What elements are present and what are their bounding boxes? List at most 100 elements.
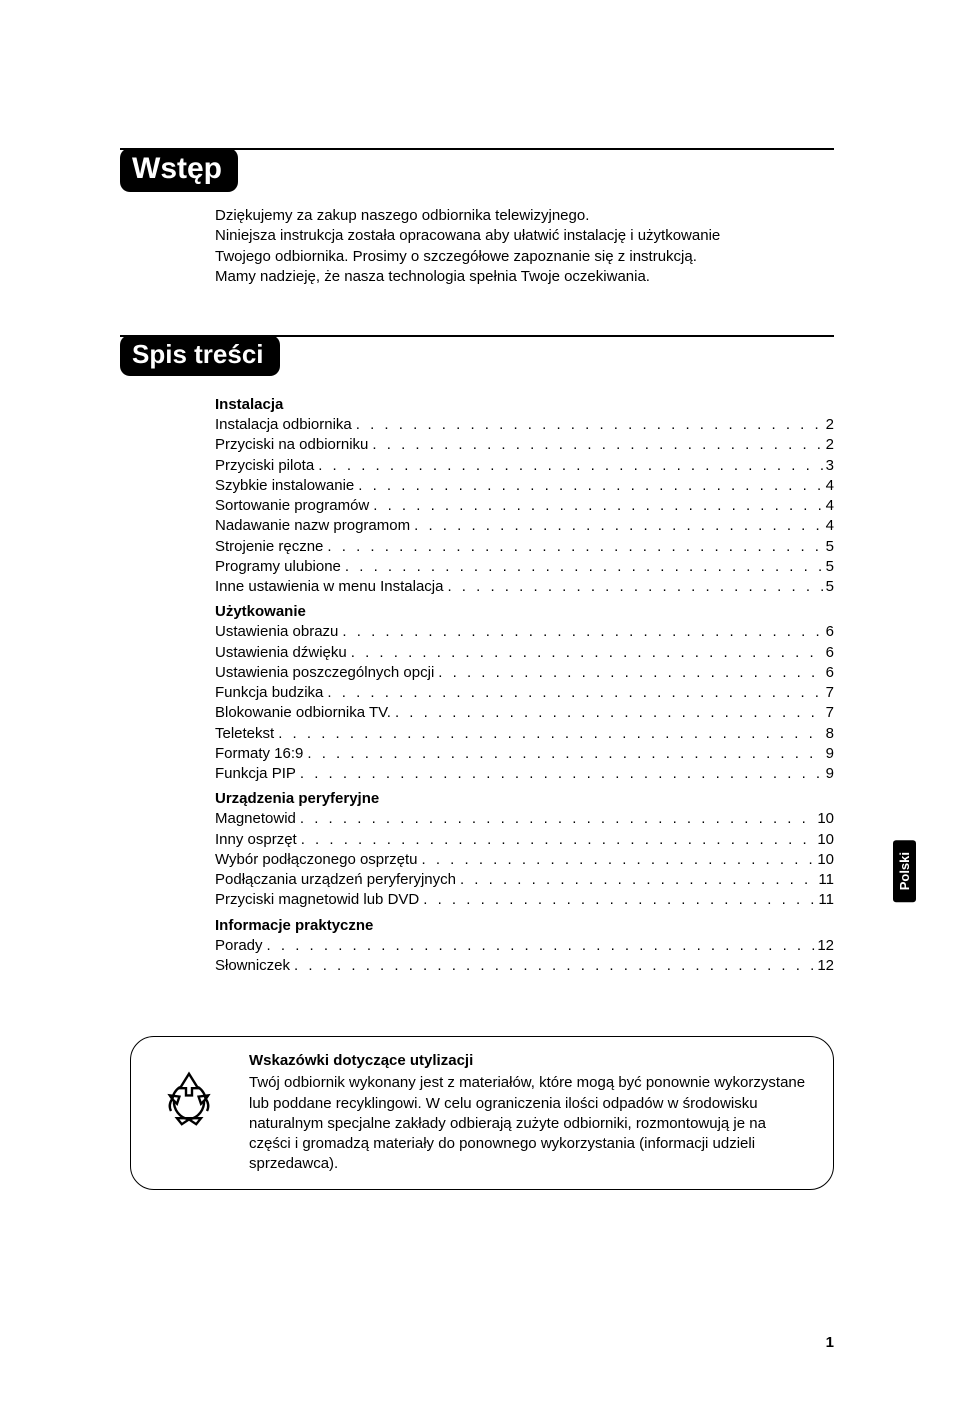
intro-line: Niniejsza instrukcja została opracowana … — [215, 226, 834, 246]
toc-dots — [345, 557, 824, 577]
toc-page: 5 — [824, 577, 834, 597]
toc-page: 10 — [815, 830, 834, 850]
toc-row: Przyciski magnetowid lub DVD 11 — [215, 890, 834, 910]
toc-page: 4 — [824, 496, 834, 516]
toc-dots — [301, 830, 816, 850]
toc-row: Nadawanie nazw programom 4 — [215, 516, 834, 536]
toc-row: Formaty 16:99 — [215, 744, 834, 764]
toc-row: Funkcja PIP 9 — [215, 764, 834, 784]
intro-line: Mamy nadzieję, że nasza technologia speł… — [215, 267, 834, 287]
toc-dots — [327, 537, 823, 557]
toc-row: Ustawienia obrazu 6 — [215, 622, 834, 642]
toc-label: Programy ulubione — [215, 557, 345, 577]
toc-dots — [372, 435, 823, 455]
toc-page: 6 — [824, 663, 834, 683]
callout-body: Twój odbiornik wykonany jest z materiałó… — [249, 1073, 811, 1174]
toc-page: 4 — [824, 516, 834, 536]
toc-page: 6 — [824, 622, 834, 642]
toc-label: Ustawienia obrazu — [215, 622, 342, 642]
toc-page: 2 — [824, 435, 834, 455]
toc-page: 3 — [824, 456, 834, 476]
toc-dots — [395, 703, 824, 723]
toc-section-title: Informacje praktyczne — [215, 917, 834, 934]
toc-row: Przyciski pilota 3 — [215, 456, 834, 476]
recycle-icon — [153, 1051, 225, 1129]
toc-label: Wybór podłączonego osprzętu — [215, 850, 422, 870]
toc-dots — [318, 456, 823, 476]
toc-dots — [300, 764, 824, 784]
toc-label: Przyciski magnetowid lub DVD — [215, 890, 423, 910]
heading-spis: Spis treści — [120, 335, 280, 376]
toc-section-title: Użytkowanie — [215, 603, 834, 620]
toc-label: Sortowanie programów — [215, 496, 373, 516]
toc-label: Słowniczek — [215, 956, 294, 976]
table-of-contents: InstalacjaInstalacja odbiornika2Przycisk… — [215, 396, 834, 976]
toc-dots — [447, 577, 823, 597]
toc-dots — [327, 683, 823, 703]
toc-page: 9 — [824, 764, 834, 784]
recycling-callout: Wskazówki dotyczące utylizacji Twój odbi… — [130, 1036, 834, 1190]
toc-label: Magnetowid — [215, 809, 300, 829]
toc-label: Inny osprzęt — [215, 830, 301, 850]
toc-label: Nadawanie nazw programom — [215, 516, 414, 536]
callout-text: Wskazówki dotyczące utylizacji Twój odbi… — [249, 1051, 811, 1175]
toc-dots — [423, 890, 816, 910]
toc-row: Przyciski na odbiorniku 2 — [215, 435, 834, 455]
toc-page: 12 — [815, 936, 834, 956]
toc-page: 5 — [824, 537, 834, 557]
toc-row: Funkcja budzika7 — [215, 683, 834, 703]
toc-dots — [351, 643, 824, 663]
toc-label: Przyciski na odbiorniku — [215, 435, 372, 455]
toc-label: Instalacja odbiornika — [215, 415, 356, 435]
toc-label: Formaty 16:9 — [215, 744, 307, 764]
toc-dots — [267, 936, 816, 956]
toc-dots — [460, 870, 816, 890]
toc-dots — [358, 476, 823, 496]
toc-dots — [373, 496, 823, 516]
toc-dots — [342, 622, 823, 642]
toc-row: Blokowanie odbiornika TV. 7 — [215, 703, 834, 723]
toc-page: 8 — [824, 724, 834, 744]
toc-row: Słowniczek 12 — [215, 956, 834, 976]
toc-label: Ustawienia dźwięku — [215, 643, 351, 663]
toc-label: Strojenie ręczne — [215, 537, 327, 557]
toc-page: 2 — [824, 415, 834, 435]
toc-label: Blokowanie odbiornika TV. — [215, 703, 395, 723]
toc-row: Porady12 — [215, 936, 834, 956]
toc-row: Szybkie instalowanie4 — [215, 476, 834, 496]
toc-row: Programy ulubione5 — [215, 557, 834, 577]
toc-page: 10 — [815, 809, 834, 829]
toc-row: Instalacja odbiornika 2 — [215, 415, 834, 435]
toc-dots — [294, 956, 815, 976]
toc-dots — [278, 724, 823, 744]
toc-row: Ustawienia poszczególnych opcji 6 — [215, 663, 834, 683]
toc-page: 4 — [824, 476, 834, 496]
toc-row: Sortowanie programów 4 — [215, 496, 834, 516]
toc-page: 12 — [815, 956, 834, 976]
toc-label: Funkcja budzika — [215, 683, 327, 703]
toc-label: Przyciski pilota — [215, 456, 318, 476]
intro-paragraph: Dziękujemy za zakup naszego odbiornika t… — [215, 206, 834, 287]
toc-row: Ustawienia dźwięku6 — [215, 643, 834, 663]
toc-section-title: Urządzenia peryferyjne — [215, 790, 834, 807]
toc-row: Wybór podłączonego osprzętu10 — [215, 850, 834, 870]
intro-line: Dziękujemy za zakup naszego odbiornika t… — [215, 206, 834, 226]
toc-dots — [438, 663, 823, 683]
toc-label: Podłączania urządzeń peryferyjnych — [215, 870, 460, 890]
toc-row: Magnetowid 10 — [215, 809, 834, 829]
toc-dots — [307, 744, 823, 764]
toc-row: Podłączania urządzeń peryferyjnych11 — [215, 870, 834, 890]
toc-label: Inne ustawienia w menu Instalacja — [215, 577, 447, 597]
page-content: Wstęp Dziękujemy za zakup naszego odbior… — [0, 0, 954, 1250]
intro-line: Twojego odbiornika. Prosimy o szczegółow… — [215, 247, 834, 267]
toc-dots — [414, 516, 824, 536]
toc-page: 7 — [824, 703, 834, 723]
toc-label: Funkcja PIP — [215, 764, 300, 784]
toc-dots — [422, 850, 816, 870]
toc-page: 11 — [816, 890, 834, 910]
toc-row: Teletekst8 — [215, 724, 834, 744]
page-number: 1 — [826, 1334, 834, 1351]
language-tab: Polski — [893, 840, 916, 902]
toc-label: Ustawienia poszczególnych opcji — [215, 663, 438, 683]
toc-dots — [300, 809, 815, 829]
